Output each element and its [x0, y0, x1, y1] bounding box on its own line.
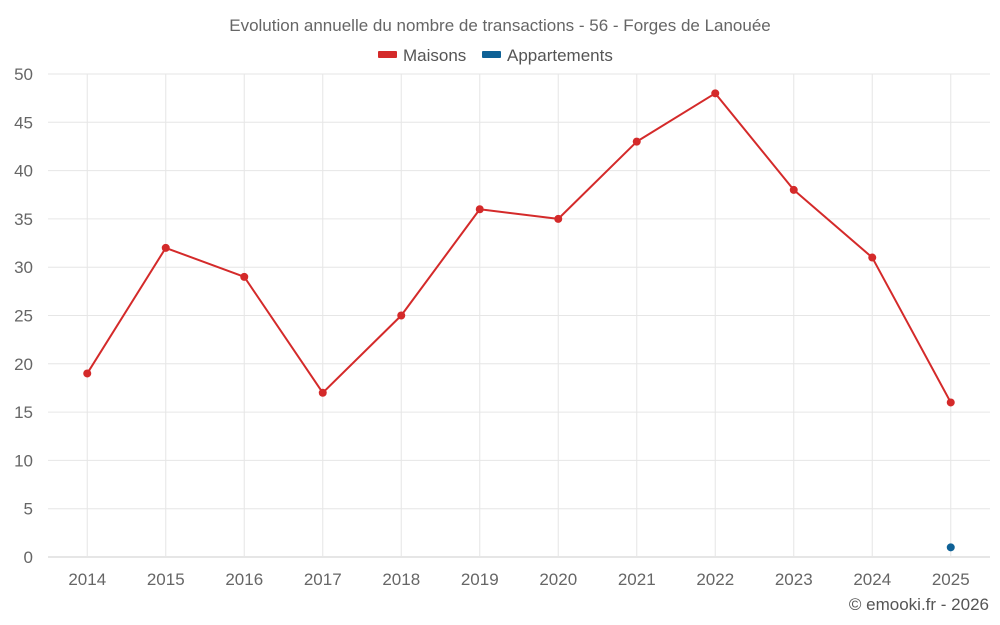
data-point-maisons[interactable] [711, 89, 720, 98]
y-tick-label: 45 [14, 113, 33, 132]
data-point-maisons[interactable] [240, 272, 249, 281]
y-tick-label: 5 [24, 500, 33, 519]
data-point-maisons[interactable] [397, 311, 406, 320]
data-point-maisons[interactable] [83, 369, 92, 378]
legend-label-maisons: Maisons [403, 46, 466, 65]
data-point-maisons[interactable] [789, 185, 798, 194]
legend-swatch-maisons [378, 51, 397, 58]
x-tick-label: 2018 [382, 570, 420, 589]
y-tick-label: 20 [14, 355, 33, 374]
x-tick-label: 2022 [696, 570, 734, 589]
y-tick-label: 25 [14, 307, 33, 326]
x-tick-label: 2020 [539, 570, 577, 589]
legend-item-appartements[interactable]: Appartements [482, 46, 613, 65]
data-point-appartements[interactable] [946, 543, 955, 552]
data-point-maisons[interactable] [554, 214, 563, 223]
legend-label-appartements: Appartements [507, 46, 613, 65]
series [83, 89, 955, 552]
x-tick-label: 2021 [618, 570, 656, 589]
chart-title: Evolution annuelle du nombre de transact… [229, 16, 771, 35]
y-tick-label: 35 [14, 210, 33, 229]
y-tick-label: 30 [14, 258, 33, 277]
x-axis-ticks: 2014 2015 2016 2017 2018 2019 2020 2021 2022 2023… [68, 570, 969, 589]
series-line-maisons [86, 92, 952, 403]
credit-text: © emooki.fr - 2026 [849, 595, 989, 614]
data-point-maisons[interactable] [946, 398, 955, 407]
gridlines [48, 73, 990, 558]
data-point-maisons[interactable] [318, 388, 327, 397]
data-point-maisons[interactable] [632, 137, 641, 146]
y-tick-label: 0 [24, 548, 33, 567]
data-point-maisons[interactable] [161, 243, 170, 252]
x-tick-label: 2019 [461, 570, 499, 589]
x-tick-label: 2017 [304, 570, 342, 589]
x-tick-label: 2015 [147, 570, 185, 589]
x-tick-label: 2025 [932, 570, 970, 589]
y-axis-ticks: 0 5 10 15 20 25 30 35 40 45 50 [14, 65, 33, 567]
legend-item-maisons[interactable]: Maisons [378, 46, 466, 65]
legend: Maisons Appartements [378, 46, 613, 65]
x-tick-label: 2016 [225, 570, 263, 589]
y-tick-label: 40 [14, 162, 33, 181]
data-point-maisons[interactable] [868, 253, 877, 262]
y-tick-label: 50 [14, 65, 33, 84]
legend-swatch-appartements [482, 51, 501, 58]
x-tick-label: 2014 [68, 570, 106, 589]
y-tick-label: 10 [14, 451, 33, 470]
x-tick-label: 2023 [775, 570, 813, 589]
y-tick-label: 15 [14, 403, 33, 422]
data-point-maisons[interactable] [475, 205, 484, 214]
x-tick-label: 2024 [853, 570, 891, 589]
